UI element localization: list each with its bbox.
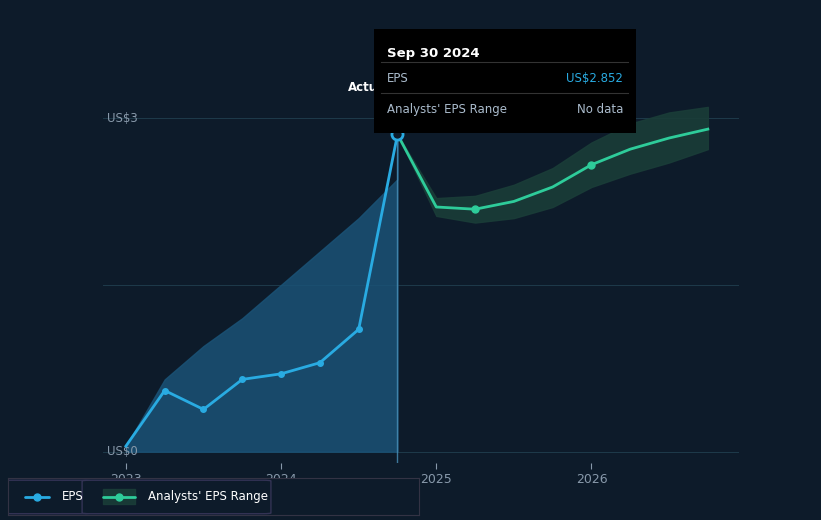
Text: Analysts' EPS Range: Analysts' EPS Range — [148, 490, 268, 503]
Text: EPS: EPS — [387, 72, 408, 85]
FancyBboxPatch shape — [82, 480, 271, 514]
Text: EPS: EPS — [62, 490, 83, 503]
Text: US$2.852: US$2.852 — [566, 72, 623, 85]
Text: US$0: US$0 — [108, 445, 138, 458]
Text: No data: No data — [577, 103, 623, 116]
Text: US$3: US$3 — [108, 111, 138, 124]
Text: Analysts Forecasts: Analysts Forecasts — [406, 81, 515, 94]
Text: Analysts' EPS Range: Analysts' EPS Range — [387, 103, 507, 116]
Text: Actual: Actual — [348, 81, 390, 94]
FancyBboxPatch shape — [4, 480, 90, 514]
Text: Sep 30 2024: Sep 30 2024 — [387, 47, 479, 60]
